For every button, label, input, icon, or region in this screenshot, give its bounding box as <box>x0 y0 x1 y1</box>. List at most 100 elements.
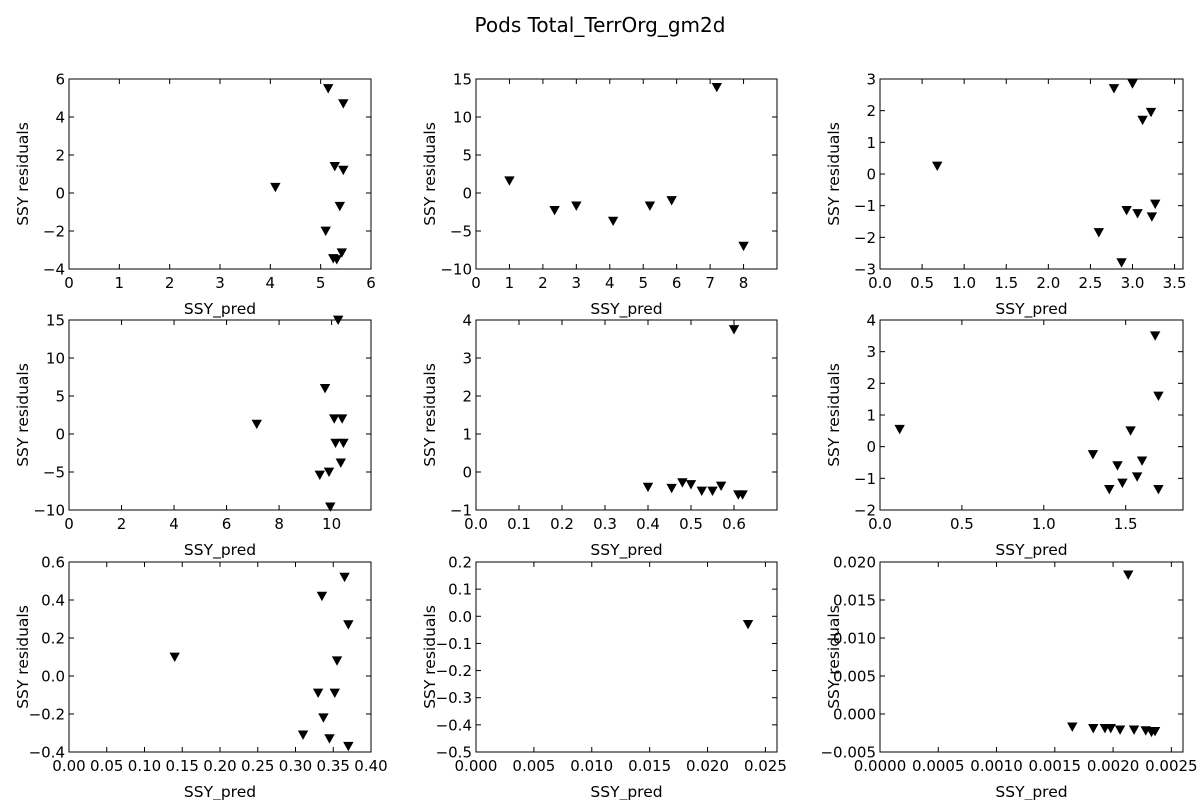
data-point-marker <box>1114 725 1126 735</box>
y-tick-label: −2 <box>854 502 876 520</box>
data-point-marker <box>707 486 718 496</box>
y-tick-label: −4 <box>43 261 65 279</box>
y-tick-label: 0 <box>866 166 876 184</box>
data-point-marker <box>571 201 582 211</box>
x-tick-label: 0.0015 <box>1029 757 1082 775</box>
y-tick-label: 15 <box>46 312 65 330</box>
y-axis-label: SSY residuals <box>825 363 843 467</box>
x-axis-label: SSY_pred <box>590 300 662 319</box>
x-tick-label: 2.0 <box>1036 274 1060 292</box>
x-tick-label: 0.4 <box>636 515 660 533</box>
x-tick-label: 0.5 <box>950 515 974 533</box>
y-tick-label: 2 <box>866 102 876 120</box>
y-tick-label: −0.4 <box>436 716 472 734</box>
y-tick-label: 4 <box>866 312 876 330</box>
data-point-marker <box>1132 209 1143 219</box>
y-tick-label: 0.2 <box>448 554 472 572</box>
x-axis-label: SSY_pred <box>184 783 256 800</box>
data-point-marker <box>169 652 180 662</box>
y-tick-label: 0.020 <box>833 554 876 572</box>
y-tick-label: 0.000 <box>833 706 876 724</box>
data-point-marker <box>504 176 515 186</box>
x-tick-label: 5 <box>638 274 648 292</box>
y-tick-label: 2 <box>866 375 876 393</box>
data-point-marker <box>738 241 749 252</box>
x-tick-label: 0.30 <box>279 757 312 775</box>
x-tick-label: 0.10 <box>128 757 161 775</box>
x-tick-label: 0 <box>64 515 74 533</box>
x-tick-label: 0.0005 <box>912 757 965 775</box>
data-point-marker <box>335 458 346 468</box>
x-tick-label: 1.0 <box>1032 515 1056 533</box>
x-tick-label: 0.05 <box>90 757 123 775</box>
data-point-marker <box>607 216 619 227</box>
y-tick-label: 0.015 <box>833 592 876 610</box>
y-tick-label: −2 <box>854 229 876 247</box>
subplot-2: 0 1 2 3 4 5 6 7 8 −10 −5 0 5 10 15 SSY_pred SSY residual… <box>421 71 778 319</box>
data-point-marker <box>329 414 340 424</box>
data-point-marker <box>1131 472 1143 482</box>
x-axis-label: SSY_pred <box>995 541 1067 560</box>
x-tick-label: 0.0010 <box>970 757 1023 775</box>
y-tick-label: 0.005 <box>833 668 876 686</box>
data-point-marker <box>1116 258 1127 268</box>
y-tick-label: 1 <box>866 407 876 425</box>
y-tick-label: 3 <box>866 71 876 89</box>
x-tick-label: 0.0 <box>464 515 488 533</box>
data-point-marker <box>715 481 727 491</box>
plot-frame <box>68 78 372 270</box>
x-tick-label: 0.15 <box>166 757 199 775</box>
data-point-marker <box>737 490 748 500</box>
data-point-marker <box>1105 724 1116 734</box>
data-point-marker <box>666 483 677 494</box>
y-axis-label: SSY residuals <box>14 122 32 226</box>
data-point-marker <box>1150 199 1161 210</box>
data-point-marker <box>932 161 943 172</box>
x-tick-label: 0.6 <box>722 515 746 533</box>
y-tick-label: 3 <box>462 350 472 368</box>
data-point-marker <box>894 424 905 435</box>
x-tick-label: 0.5 <box>910 274 934 292</box>
subplot-6: 0.0 0.5 1.0 1.5 −2 −1 0 1 2 3 4 SSY_pred SSY residua… <box>825 312 1184 560</box>
data-point-marker <box>331 255 342 265</box>
plot-frame <box>68 319 372 511</box>
data-point-marker <box>332 315 344 325</box>
data-point-marker <box>685 480 697 490</box>
y-tick-label: 0.010 <box>833 630 876 648</box>
data-point-marker <box>1146 212 1158 222</box>
x-tick-label: 8 <box>739 274 749 292</box>
data-point-marker <box>1127 79 1138 89</box>
y-axis-label: SSY residuals <box>421 122 439 226</box>
y-tick-label: −0.5 <box>436 744 472 762</box>
data-point-marker <box>1136 456 1148 466</box>
x-tick-label: 4 <box>169 515 179 533</box>
y-tick-label: 0.2 <box>41 630 65 648</box>
data-point-marker <box>1128 725 1140 735</box>
x-tick-label: 1 <box>115 274 125 292</box>
data-point-marker <box>331 656 343 666</box>
x-axis-label: SSY_pred <box>995 783 1067 800</box>
x-tick-label: 0.0000 <box>854 757 907 775</box>
y-tick-label: −10 <box>33 502 65 520</box>
data-point-marker <box>1121 205 1132 216</box>
data-point-marker <box>323 467 335 477</box>
data-point-marker <box>549 206 560 216</box>
subplot-9: 0.0000 0.0005 0.0010 0.0015 0.0020 0.0025 −0.0… <box>820 554 1197 800</box>
data-point-marker <box>329 161 340 172</box>
data-point-marker <box>696 486 707 496</box>
y-tick-label: −3 <box>854 261 876 279</box>
plot-frame <box>475 561 778 753</box>
x-tick-label: 2 <box>165 274 175 292</box>
x-tick-label: 2 <box>538 274 548 292</box>
y-axis-label: SSY residuals <box>421 605 439 709</box>
data-point-marker <box>1145 107 1157 118</box>
data-point-marker <box>1088 724 1099 734</box>
axes-grid: 0 1 2 3 4 5 6 −4 −2 0 2 4 6 SSY_pred SSY residuals 0 1 2 3… <box>14 71 1198 800</box>
data-point-marker <box>1117 478 1128 489</box>
y-tick-label: −2 <box>43 223 65 241</box>
x-tick-label: 0.005 <box>512 757 555 775</box>
data-point-marker <box>318 713 329 723</box>
y-tick-label: −0.4 <box>29 744 65 762</box>
x-axis-label: SSY_pred <box>995 300 1067 319</box>
